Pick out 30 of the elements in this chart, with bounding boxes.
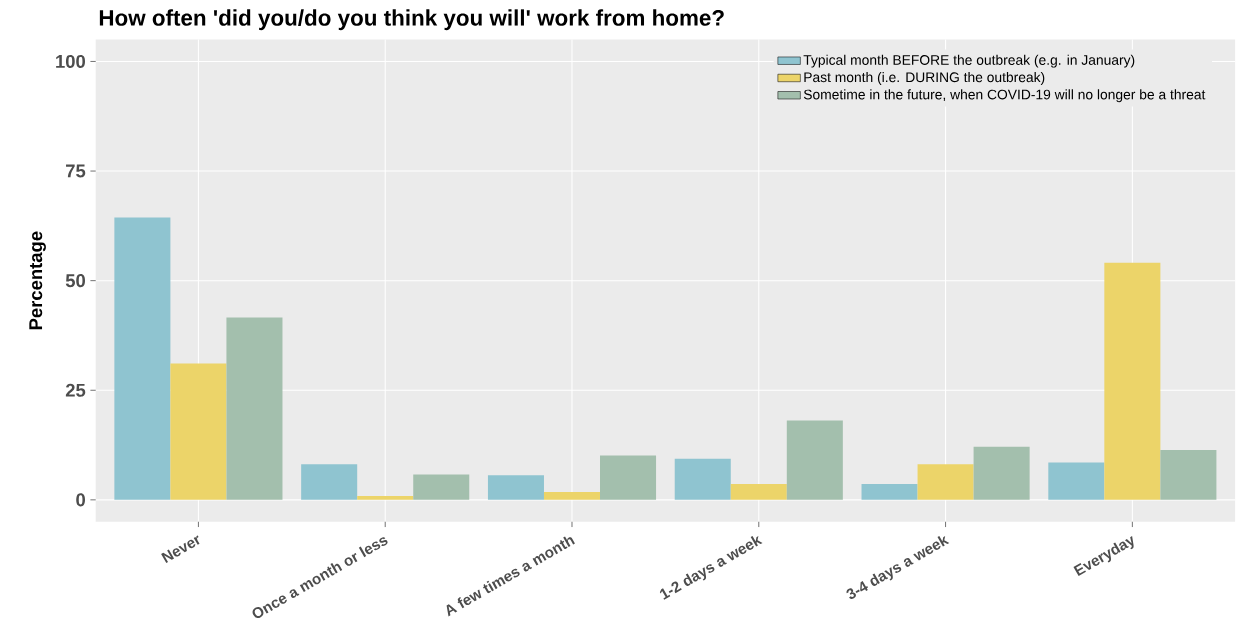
y-tick-label: 0 (76, 493, 86, 507)
legend-label: Sometime in the future, when COVID-19 will no longer be a threat (803, 89, 1206, 102)
bar (114, 217, 171, 500)
bar (1104, 262, 1161, 500)
legend-label: Past month (i.e. DURING the outbreak) (804, 71, 1045, 85)
y-axis-title: Percentage (29, 231, 46, 329)
bar (357, 495, 414, 500)
bar (1048, 462, 1105, 500)
y-tick-label: 75 (66, 164, 86, 178)
bar (861, 483, 918, 500)
bar (543, 491, 601, 500)
bar (600, 455, 657, 500)
bar (786, 420, 843, 500)
bar (226, 317, 283, 500)
bar (413, 474, 470, 500)
bar (973, 446, 1030, 500)
chart-title: How often 'did you/do you think you will' work from home? (99, 9, 724, 30)
bar (487, 475, 544, 500)
y-tick-label: 100 (56, 54, 85, 68)
bar (730, 483, 787, 500)
y-tick-label: 50 (65, 273, 85, 287)
bar (674, 458, 731, 500)
bar (301, 464, 358, 500)
legend-label: Typical month BEFORE the outbreak (e.g. in January) (803, 54, 1135, 68)
bar (917, 464, 974, 500)
x-tick-label: 1-2 days a week (659, 535, 763, 600)
bar (1160, 449, 1217, 500)
x-tick-label: 3-4 days a week (846, 535, 950, 599)
bar (170, 363, 227, 500)
y-tick-label: 25 (65, 383, 86, 397)
